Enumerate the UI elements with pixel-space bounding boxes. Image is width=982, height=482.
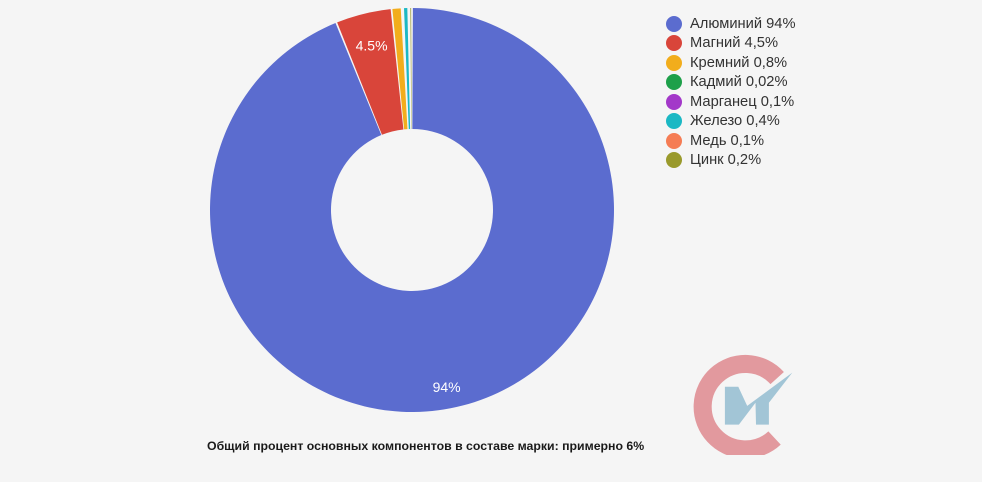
svg-text:94%: 94% bbox=[433, 379, 461, 395]
svg-text:4.5%: 4.5% bbox=[356, 38, 388, 54]
